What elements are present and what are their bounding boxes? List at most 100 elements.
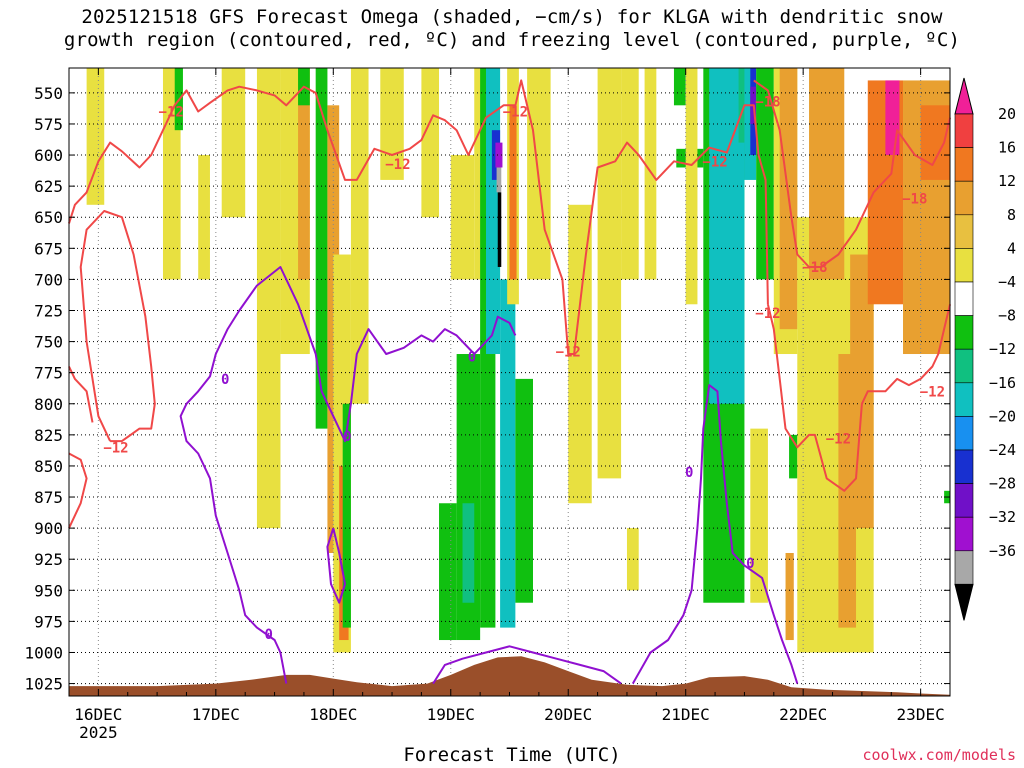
omega-cell: [785, 552, 794, 641]
omega-cell: [850, 254, 874, 529]
contour-label: 0: [221, 372, 229, 388]
y-tick-label: 775: [34, 364, 63, 383]
colorbar-label: −32: [989, 508, 1016, 526]
dendritic-isotherm-contour: [79, 210, 156, 443]
y-tick-label: 650: [34, 208, 63, 227]
omega-cell: [756, 68, 774, 280]
omega-cell: [644, 68, 657, 280]
contour-label: −12: [755, 306, 780, 322]
y-tick-label: 750: [34, 333, 63, 352]
freezing-level-contour: [432, 645, 622, 685]
x-axis-title: Forecast Time (UTC): [403, 744, 621, 766]
colorbar-swatch: [954, 180, 974, 216]
omega-cell: [750, 428, 768, 603]
freezing-level-contour: [326, 527, 346, 604]
contour-label: 0: [685, 465, 693, 481]
omega-cell: [789, 434, 798, 479]
contour-layer: [68, 79, 951, 685]
omega-cell: [298, 68, 310, 280]
y-tick-label: 575: [34, 115, 63, 134]
omega-cell: [509, 105, 517, 280]
colorbar-swatch: [954, 550, 974, 585]
dendritic-isotherm-contour: [68, 452, 88, 529]
colorbar-swatch: [954, 113, 974, 148]
omega-cell: [462, 503, 475, 603]
dendritic-isotherm-contour: [753, 79, 951, 268]
colorbar-label: 20: [998, 105, 1016, 123]
y-tick-label: 950: [34, 581, 63, 600]
y-tick-label: 550: [34, 84, 63, 103]
contour-label: 0: [343, 429, 351, 445]
omega-cell: [626, 528, 639, 591]
omega-cell: [920, 105, 950, 180]
contour-label: −18: [802, 260, 827, 276]
omega-cell: [621, 68, 639, 280]
chart-title: 2025121518 GFS Forecast Omega (shaded, −…: [0, 6, 1024, 52]
colorbar-label: −20: [989, 407, 1016, 425]
colorbar-label: −12: [989, 340, 1016, 358]
omega-cell: [439, 503, 457, 641]
contour-label: −12: [702, 154, 727, 170]
colorbar-label: −8: [998, 307, 1016, 325]
y-tick-label: 825: [34, 426, 63, 445]
x-axis: 16DEC 17DEC 18DEC 19DEC 20DEC 21DEC 22DEC 23DEC…: [74, 68, 945, 742]
contour-label: 0: [468, 350, 476, 366]
omega-cell: [421, 68, 440, 218]
colorbar-swatch: [954, 147, 974, 182]
omega-cell: [198, 155, 210, 280]
colorbar-label: 12: [998, 172, 1016, 190]
x-tick-label: 20DEC: [544, 705, 592, 724]
colorbar-swatch: [954, 382, 974, 417]
colorbar-swatch: [954, 214, 974, 249]
x-tick-label: 19DEC: [427, 705, 475, 724]
y-tick-label: 900: [34, 519, 63, 538]
colorbar-swatch: [954, 483, 974, 518]
colorbar-top-arrow: [954, 77, 974, 115]
contour-label: 0: [264, 627, 272, 643]
contour-label: −12: [826, 432, 851, 448]
colorbar-swatch: [954, 449, 974, 484]
y-tick-label: 700: [34, 270, 63, 289]
y-tick-label: 675: [34, 239, 63, 258]
x-tick-label: 22DEC: [779, 705, 827, 724]
contour-label: −18: [755, 95, 780, 111]
colorbar-bottom-arrow: [954, 583, 974, 621]
chart-title-line-2: growth region (contoured, red, ºC) and f…: [63, 29, 961, 51]
site-credit[interactable]: coolwx.com/models: [862, 746, 1016, 764]
colorbar-swatch: [954, 416, 974, 451]
year-label: 2025: [79, 723, 118, 742]
freezing-level-contour: [179, 266, 517, 684]
x-tick-label: 17DEC: [192, 705, 240, 724]
colorbar-swatch: [954, 248, 974, 283]
dendritic-isotherm-contour: [68, 79, 769, 355]
colorbar-label: −24: [989, 441, 1016, 459]
colorbar-label: 4: [1007, 239, 1016, 257]
x-tick-label: 23DEC: [897, 705, 945, 724]
contour-label: −12: [103, 440, 128, 456]
omega-cell: [885, 80, 900, 156]
colorbar: 20 16 12 8 4 −4 −8 −12 −16 −20 −24 −28 −32 −36: [954, 77, 1016, 621]
contour-label: −12: [385, 157, 410, 173]
omega-cell: [673, 68, 686, 106]
contour-label: −12: [503, 105, 528, 121]
dendritic-isotherm-contour: [766, 304, 951, 492]
y-tick-label: 850: [34, 457, 63, 476]
y-tick-label: 875: [34, 488, 63, 507]
omega-cell: [221, 68, 246, 218]
omega-cell: [497, 192, 502, 267]
y-tick-label: 725: [34, 301, 63, 320]
colorbar-label: 16: [998, 139, 1016, 157]
colorbar-swatch: [954, 281, 974, 316]
y-tick-label: 800: [34, 395, 63, 414]
omega-cell: [496, 167, 502, 193]
y-tick-label: 625: [34, 177, 63, 196]
grid-layer: [69, 68, 950, 696]
colorbar-label: −4: [998, 273, 1016, 291]
dendritic-isotherm-contour: [68, 366, 94, 423]
x-tick-label: 21DEC: [662, 705, 710, 724]
omega-cell: [500, 279, 516, 628]
omega-cell: [350, 68, 369, 404]
contour-label: 0: [746, 556, 754, 572]
colorbar-label: −28: [989, 475, 1016, 493]
